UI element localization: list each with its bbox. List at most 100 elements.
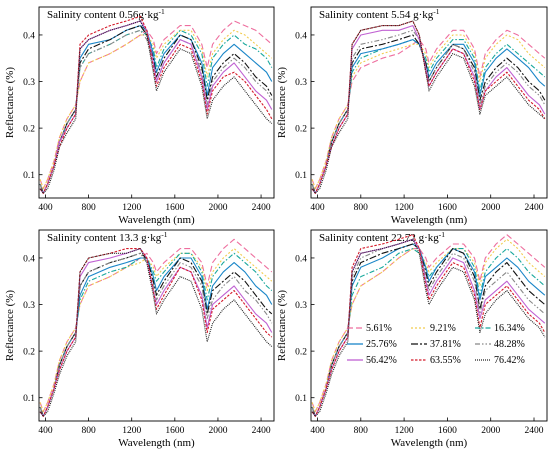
legend-item: 9.21%	[411, 323, 456, 334]
series-group	[311, 20, 546, 194]
x-axis-label: Wavelength (nm)	[118, 214, 195, 226]
panel-title: Salinity content 22.72 g·kg-1	[319, 230, 445, 244]
series-group	[39, 15, 273, 194]
legend-item: 5.61%	[347, 323, 392, 334]
x-tick-label: 2400	[252, 203, 271, 213]
series-line-63-55pct	[39, 248, 273, 417]
legend-label: 63.55%	[430, 355, 461, 366]
legend: 5.61% 9.21% 16.34% 25.76% 37.81% 48.28% 56.42%…	[347, 323, 525, 366]
y-tick-label: 0.3	[23, 78, 35, 88]
panel-title-superscript: -1	[433, 7, 439, 16]
y-axis-label: Reflectance (%)	[276, 67, 288, 138]
panel-title: Salinity content 5.54 g·kg-1	[319, 7, 440, 21]
series-line-5-61pct	[311, 234, 546, 413]
series-line-9-21pct	[311, 34, 546, 190]
panel-title: Salinity content 13.3 g·kg-1	[47, 230, 168, 244]
series-group	[311, 234, 546, 417]
x-tick-label: 1600	[438, 426, 457, 436]
series-line-76-42pct	[39, 248, 273, 417]
x-tick-label: 2000	[481, 426, 500, 436]
y-tick-label: 0.2	[295, 124, 307, 134]
x-tick-label: 2400	[252, 426, 271, 436]
series-line-48-28pct	[311, 29, 546, 194]
x-tick-label: 800	[354, 426, 369, 436]
series-line-25-76pct	[311, 39, 546, 194]
legend-item: 48.28%	[475, 339, 525, 350]
legend-item: 56.42%	[347, 355, 397, 366]
y-tick-label: 0.1	[295, 394, 307, 404]
series-line-16-34pct	[311, 39, 546, 194]
series-line-48-28pct	[311, 238, 546, 417]
y-axis-label: Reflectance (%)	[4, 67, 16, 138]
series-line-5-61pct	[311, 29, 546, 190]
panel-4: 400 800 1200 1600 2000 2400 0.1 0.2 0.3 0.4 Wavele…	[276, 229, 548, 449]
legend-item: 37.81%	[411, 339, 461, 350]
legend-label: 37.81%	[430, 339, 461, 350]
y-axis-label: Reflectance (%)	[4, 290, 16, 361]
panel-title-text: Salinity content 22.72 g·kg	[319, 232, 439, 244]
x-axis-label: Wavelength (nm)	[118, 437, 195, 449]
plot-frame	[38, 229, 275, 422]
legend-label: 9.21%	[430, 323, 456, 334]
y-tick-label: 0.4	[23, 254, 35, 264]
series-line-76-42pct	[311, 20, 546, 194]
y-tick-label: 0.2	[23, 347, 35, 357]
x-tick-label: 1200	[122, 426, 141, 436]
plot-frame	[310, 229, 548, 422]
y-tick-label: 0.4	[295, 31, 307, 41]
y-tick-label: 0.3	[295, 301, 307, 311]
panel-title-superscript: -1	[159, 7, 165, 16]
series-group	[39, 238, 273, 417]
x-tick-label: 1200	[395, 426, 414, 436]
y-tick-label: 0.1	[23, 394, 35, 404]
y-tick-label: 0.1	[295, 171, 307, 181]
y-axis-label: Reflectance (%)	[276, 290, 288, 361]
x-tick-label: 2000	[208, 426, 227, 436]
series-line-76-42pct	[39, 20, 273, 194]
panel-title: Salinity content 0.56g·kg-1	[47, 7, 165, 21]
x-tick-label: 2400	[525, 426, 544, 436]
x-tick-label: 800	[81, 426, 96, 436]
plot-frame	[38, 6, 275, 199]
x-tick-label: 1200	[395, 203, 414, 213]
series-line-63-55pct	[39, 15, 273, 194]
series-line-63-55pct	[311, 20, 546, 194]
series-line-25-76pct	[39, 257, 273, 417]
legend-item: 76.42%	[475, 355, 525, 366]
y-tick-label: 0.2	[295, 347, 307, 357]
series-line-5-61pct	[39, 238, 273, 413]
panel-title-text: Salinity content 13.3 g·kg	[47, 232, 162, 244]
legend-item: 25.76%	[347, 339, 397, 350]
series-line-48-28pct	[39, 252, 273, 417]
x-tick-label: 400	[38, 426, 53, 436]
y-tick-label: 0.2	[23, 124, 35, 134]
panel-3: 400 800 1200 1600 2000 2400 0.1 0.2 0.3 0.4 Wavele…	[4, 229, 275, 449]
panel-1: 400 800 1200 1600 2000 2400 0.1 0.2 0.3 0.4 Wavele…	[4, 6, 275, 226]
x-tick-label: 800	[81, 203, 96, 213]
x-tick-label: 2400	[525, 203, 544, 213]
y-tick-label: 0.3	[295, 78, 307, 88]
legend-item: 16.34%	[475, 323, 525, 334]
x-axis-label: Wavelength (nm)	[391, 214, 468, 226]
x-tick-label: 2000	[481, 203, 500, 213]
x-tick-label: 2000	[208, 203, 227, 213]
legend-label: 5.61%	[366, 323, 392, 334]
x-tick-label: 400	[310, 203, 325, 213]
series-line-9-21pct	[311, 238, 546, 413]
series-line-37-81pct	[39, 252, 273, 417]
legend-label: 56.42%	[366, 355, 397, 366]
y-tick-label: 0.3	[23, 301, 35, 311]
plot-frame	[310, 6, 548, 199]
series-line-9-21pct	[39, 29, 273, 190]
panel-title-text: Salinity content 0.56g·kg	[47, 9, 159, 21]
panel-title-text: Salinity content 5.54 g·kg	[319, 9, 434, 21]
series-line-9-21pct	[39, 248, 273, 413]
panel-title-superscript: -1	[439, 230, 445, 239]
y-tick-label: 0.1	[23, 171, 35, 181]
x-tick-label: 1600	[165, 203, 184, 213]
series-line-56-42pct	[39, 20, 273, 194]
panel-2: 400 800 1200 1600 2000 2400 0.1 0.2 0.3 0.4 Wavele…	[276, 6, 548, 226]
x-tick-label: 800	[354, 203, 369, 213]
